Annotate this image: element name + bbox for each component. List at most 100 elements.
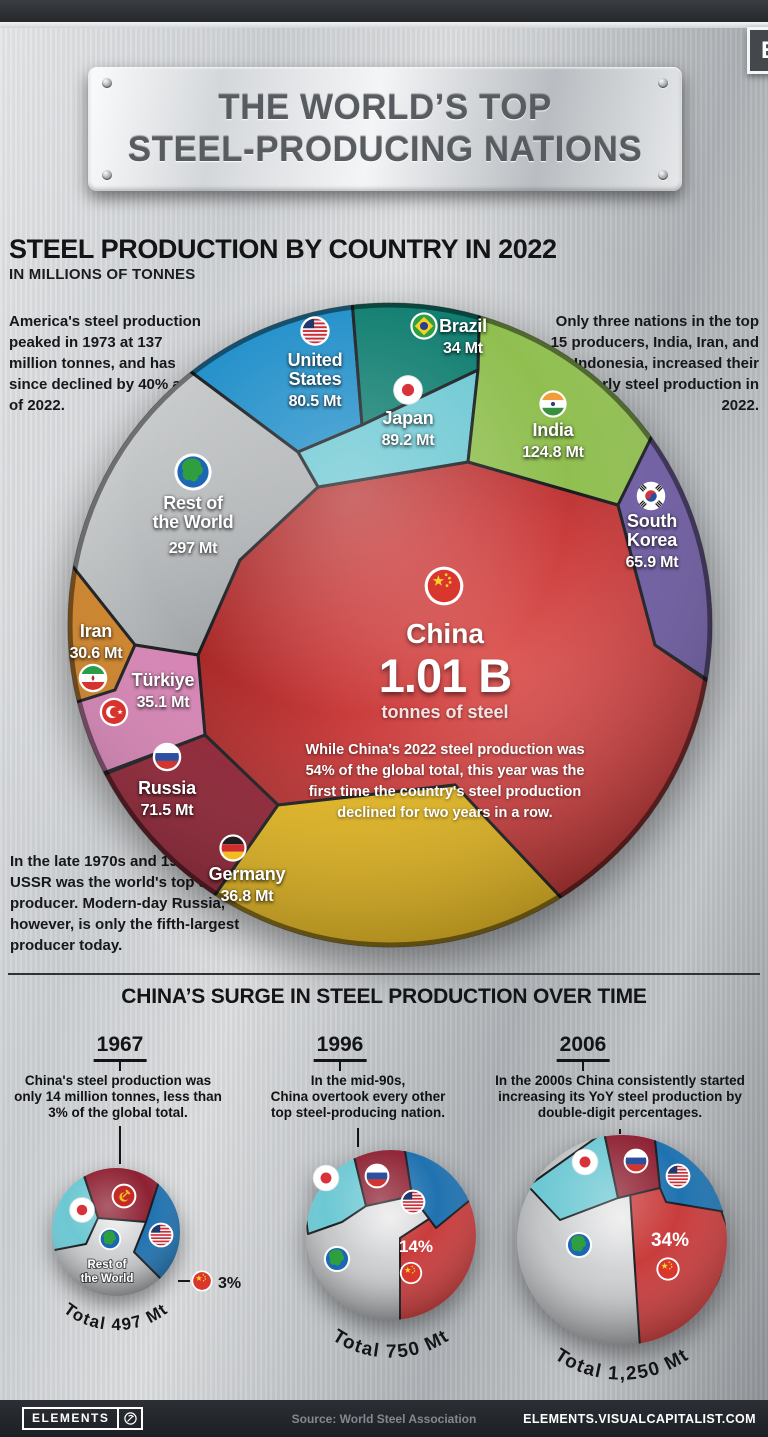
china-share-1967: 3% xyxy=(218,1275,241,1292)
brazil-flag-icon xyxy=(410,312,438,340)
country-value: 124.8 Mt xyxy=(522,444,584,461)
note-segment: steel production peaked in 1973 at 137 m… xyxy=(9,313,201,414)
iran-flag-icon xyxy=(79,664,108,693)
caption-2006: In the 2000s China consistently started … xyxy=(495,1073,745,1120)
russia-flag-icon xyxy=(153,743,182,772)
label-india: India 124.8 Mt xyxy=(522,421,584,462)
country-name: United xyxy=(287,350,343,370)
screw-icon xyxy=(658,78,668,88)
section-subheading: IN MILLIONS OF TONNES xyxy=(9,266,196,283)
label-united-states: United States 80.5 Mt xyxy=(288,351,343,411)
us-flag-icon xyxy=(300,316,329,345)
section-heading: STEEL PRODUCTION BY COUNTRY IN 2022 xyxy=(9,234,557,264)
screw-icon xyxy=(658,170,668,180)
connector-line xyxy=(619,1129,621,1134)
pie-2006: 34% xyxy=(517,1135,727,1345)
mini-row-label: Rest of xyxy=(88,1259,127,1271)
chart-rim xyxy=(67,302,713,948)
connector-line xyxy=(582,1060,584,1071)
total-1967: Total 497 Mt xyxy=(60,1299,171,1334)
logo-text: ELEMENTS xyxy=(32,1411,110,1425)
country-name: Japan xyxy=(382,408,434,428)
pie-1967: Rest of the World xyxy=(52,1168,180,1296)
total-1996: Total 750 Mt xyxy=(329,1326,453,1363)
globe-icon xyxy=(174,453,212,491)
country-name: Iran xyxy=(79,621,113,641)
country-name: Türkiye xyxy=(131,670,195,690)
us-flag-icon xyxy=(666,1164,691,1189)
website-url: ELEMENTS.VISUALCAPITALIST.COM xyxy=(523,1412,756,1426)
note-america: America's steel production peaked in 197… xyxy=(9,311,205,416)
title-plate: THE WORLD’S TOP STEEL-PRODUCING NATIONS xyxy=(88,67,682,191)
china-unit: tonnes of steel xyxy=(381,702,509,722)
top-dark-strip xyxy=(0,0,768,22)
country-name: Germany xyxy=(208,864,286,884)
country-value: 80.5 Mt xyxy=(288,393,342,410)
japan-flag-icon xyxy=(312,1164,340,1192)
china-flag-icon xyxy=(425,567,464,606)
note-segment: Russia xyxy=(171,895,221,912)
note-segment: America's xyxy=(9,313,81,330)
top-highlight-strip xyxy=(0,22,768,28)
japan-flag-icon xyxy=(571,1148,599,1176)
badge-letter: E xyxy=(761,37,768,65)
country-value: 30.6 Mt xyxy=(69,645,123,662)
country-name: the World xyxy=(152,512,234,532)
site-bold: ELEMENTS xyxy=(523,1411,595,1426)
country-value: 89.2 Mt xyxy=(381,432,435,449)
country-name: States xyxy=(288,369,342,389)
note-ussr: In the late 1970s and 1980s, the USSR wa… xyxy=(10,851,262,956)
china-value: 1.01 B xyxy=(378,649,512,702)
note-segment: , increased their yearly steel productio… xyxy=(577,355,759,414)
section-divider xyxy=(8,973,760,975)
caption-1996: In the mid-90s, China overtook every oth… xyxy=(270,1073,446,1120)
china-share-1996: 14% xyxy=(399,1237,433,1256)
country-value: 71.5 Mt xyxy=(140,802,194,819)
china-note: While China's 2022 steel production was … xyxy=(305,742,585,821)
chart-sheen-overlay xyxy=(68,303,712,947)
country-name: India xyxy=(532,420,574,440)
page-title-line1: THE WORLD’S TOP xyxy=(218,88,552,127)
country-name: South xyxy=(627,511,677,531)
timeline-heading: CHINA’S SURGE IN STEEL PRODUCTION OVER T… xyxy=(0,985,768,1009)
globe-icon xyxy=(323,1245,351,1273)
country-value: 36.8 Mt xyxy=(220,888,274,905)
note-segment: was the world's top steel producer. Mode… xyxy=(10,874,233,912)
russia-flag-icon xyxy=(624,1149,649,1174)
country-value: 297 Mt xyxy=(168,540,218,557)
label-rest-of-world: Rest of the World 297 Mt xyxy=(153,494,234,558)
year-2006: 2006 xyxy=(556,1033,610,1062)
year-1996: 1996 xyxy=(313,1033,367,1062)
turkiye-flag-icon xyxy=(100,698,129,727)
south-korea-flag-icon xyxy=(636,481,666,511)
connector-line xyxy=(119,1060,121,1071)
note-segment: Only three nations in the top 15 produce… xyxy=(550,313,759,351)
source-text: Source: World Steel Association xyxy=(291,1411,477,1426)
china-flag-icon xyxy=(656,1257,679,1280)
note-segment: , however, is only the fifth-largest pro… xyxy=(10,895,240,954)
elements-logo: ELEMENTS xyxy=(22,1407,144,1430)
elements-badge: E xyxy=(747,27,768,74)
connector-line xyxy=(119,1126,121,1164)
globe-icon xyxy=(565,1231,593,1259)
year-1967: 1967 xyxy=(93,1033,147,1062)
label-russia: Russia 71.5 Mt xyxy=(138,779,196,820)
screw-icon xyxy=(102,170,112,180)
label-brazil: Brazil 34 Mt xyxy=(439,317,487,358)
ussr-flag-icon xyxy=(111,1183,137,1209)
connector-line xyxy=(339,1060,341,1071)
note-segment: USSR xyxy=(10,874,52,891)
label-germany: Germany 36.8 Mt xyxy=(209,865,286,906)
china-label: China xyxy=(406,618,484,649)
screw-icon xyxy=(102,78,112,88)
china-share-2006: 34% xyxy=(651,1230,689,1251)
us-flag-icon xyxy=(401,1190,426,1215)
russia-flag-icon xyxy=(365,1164,390,1189)
pickaxe-icon xyxy=(117,1409,141,1428)
total-2006: Total 1,250 Mt xyxy=(551,1345,693,1385)
india-flag-icon xyxy=(539,390,566,417)
us-flag-icon xyxy=(149,1223,174,1248)
globe-icon xyxy=(98,1227,122,1251)
steel-production-voronoi-chart xyxy=(67,302,713,948)
caption-1967: China's steel production was only 14 mil… xyxy=(14,1073,222,1120)
